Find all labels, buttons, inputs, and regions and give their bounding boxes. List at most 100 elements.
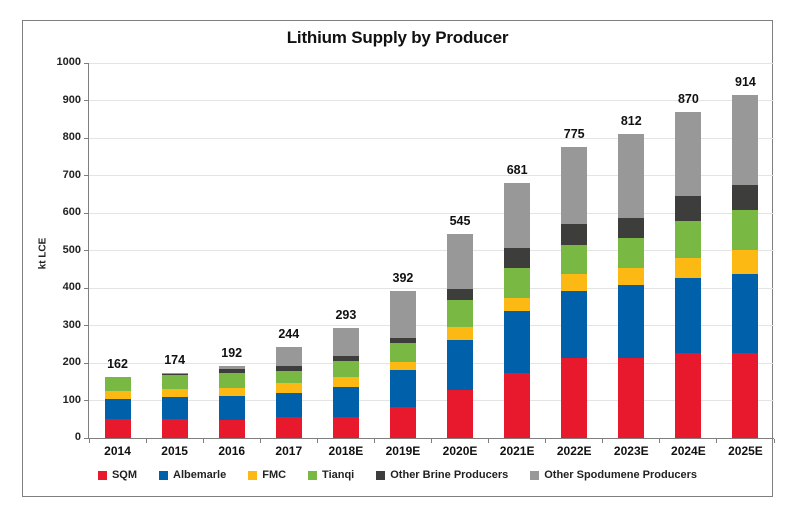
x-label-2024E: 2024E <box>671 444 706 458</box>
y-tick-label-0: 0 <box>74 431 81 443</box>
bar-segment-2024E-tianqi <box>675 221 702 258</box>
bar-segment-2018E-albemarle <box>332 386 359 417</box>
y-tick-label-300: 300 <box>62 318 81 331</box>
bar-segment-2023E-fmc <box>618 267 645 285</box>
x-tick-6 <box>431 439 432 443</box>
x-tick-10 <box>659 439 661 443</box>
bar-segment-2024E-albemarle <box>675 277 702 353</box>
plot-area <box>84 62 775 443</box>
y-tick-700 <box>84 175 88 176</box>
bar-segment-2023E-other-brine-producers <box>618 217 645 238</box>
legend-swatch-icon <box>376 470 386 480</box>
bar-segment-2020E-tianqi <box>447 299 474 328</box>
bar-segment-2020E-other-spodumene-producers <box>447 233 474 289</box>
legend-item-other-spodumene-producers: Other Spodumene Producers <box>530 469 697 481</box>
bar-segment-2017-other-spodumene-producers <box>275 346 302 366</box>
y-tick-900 <box>84 100 88 101</box>
bar-segment-2021E-other-brine-producers <box>504 247 531 268</box>
bar-segment-2016-fmc <box>218 388 245 396</box>
x-label-2021E: 2021E <box>499 444 535 458</box>
gridline-300 <box>89 325 774 326</box>
bar-segment-2023E-tianqi <box>618 237 645 268</box>
legend-swatch-icon <box>159 470 169 480</box>
bar-segment-2015-other-spodumene-producers <box>161 372 188 375</box>
y-tick-0 <box>84 437 88 439</box>
legend-swatch-icon <box>97 470 107 480</box>
bar-segment-2025E-sqm <box>732 352 759 438</box>
y-tick-400 <box>84 287 88 289</box>
bar-segment-2021E-other-spodumene-producers <box>504 182 531 248</box>
legend: SQM Albemarle FMC Tianqi Other Brine Produce… <box>23 469 772 481</box>
gridline-100 <box>89 400 774 401</box>
x-label-2019E: 2019E <box>385 444 421 458</box>
bar-segment-2014-sqm <box>104 419 131 438</box>
y-tick-label-200: 200 <box>62 356 81 368</box>
x-axis-line <box>88 438 774 439</box>
bar-segment-2019E-albemarle <box>389 370 416 408</box>
legend-item-tianqi: Tianqi <box>308 469 354 481</box>
bar-segment-2019E-tianqi <box>389 343 416 362</box>
bar-segment-2017-sqm <box>275 417 302 438</box>
legend-label: Other Brine Producers <box>390 469 509 481</box>
legend-label: Albemarle <box>173 469 227 481</box>
bar-segment-2018E-tianqi <box>332 361 359 378</box>
bar-segment-2018E-sqm <box>332 416 359 438</box>
bar-segment-2022E-tianqi <box>561 244 588 274</box>
legend-item-albemarle: Albemarle <box>159 469 226 481</box>
y-tick-100 <box>84 400 88 401</box>
y-tick-500 <box>84 250 88 251</box>
bar-segment-2022E-albemarle <box>561 290 588 359</box>
bar-segment-2020E-albemarle <box>447 339 474 390</box>
x-label-2022E: 2022E <box>556 444 592 458</box>
bar-segment-2025E-fmc <box>732 249 759 275</box>
bar-segment-2015-other-brine-producers <box>161 374 188 375</box>
bar-segment-2025E-other-brine-producers <box>732 184 759 210</box>
bar-segment-2021E-tianqi <box>504 267 531 298</box>
gridline-900 <box>89 100 774 101</box>
bar-segment-2022E-fmc <box>561 273 588 291</box>
y-tick-300 <box>84 325 88 326</box>
x-label-2015: 2015 <box>161 444 188 458</box>
bar-segment-2022E-other-spodumene-producers <box>561 147 588 224</box>
bar-segment-2015-sqm <box>161 418 188 438</box>
gridline-400 <box>89 287 774 289</box>
gridline-1000 <box>89 62 774 64</box>
bar-segment-2024E-other-brine-producers <box>675 196 702 222</box>
bar-segment-2023E-other-spodumene-producers <box>618 133 645 218</box>
bar-segment-2018E-fmc <box>332 377 359 387</box>
bar-segment-2021E-albemarle <box>504 311 531 374</box>
legend-label: Tianqi <box>322 469 355 481</box>
bar-segment-2015-albemarle <box>161 397 188 419</box>
x-tick-5 <box>373 439 375 443</box>
legend-swatch-icon <box>248 470 258 480</box>
bar-segment-2017-tianqi <box>275 370 302 384</box>
bar-segment-2014-albemarle <box>104 398 131 420</box>
x-tick-2 <box>202 439 204 443</box>
x-label-2020E: 2020E <box>442 444 478 458</box>
bar-segment-2024E-sqm <box>675 352 702 438</box>
bar-segment-2016-other-brine-producers <box>218 369 245 373</box>
bar-segment-2018E-other-brine-producers <box>332 356 359 362</box>
bar-segment-2017-albemarle <box>275 392 302 417</box>
bar-segment-2020E-sqm <box>447 389 474 438</box>
y-tick-800 <box>84 137 88 139</box>
bar-segment-2022E-other-brine-producers <box>561 223 588 245</box>
legend-item-sqm: SQM <box>97 469 137 481</box>
total-label-2023E: 812 <box>620 113 642 128</box>
bar-segment-2025E-albemarle <box>732 274 759 353</box>
x-tick-8 <box>545 439 547 443</box>
bar-segment-2023E-albemarle <box>618 284 645 359</box>
bar-segment-2016-sqm <box>218 419 245 438</box>
y-tick-label-800: 800 <box>62 131 81 143</box>
bar-segment-2019E-sqm <box>389 407 416 438</box>
x-tick-9 <box>602 439 604 443</box>
bar-segment-2015-tianqi <box>161 375 188 390</box>
bar-segment-2017-other-brine-producers <box>275 365 302 371</box>
chart-title: Lithium Supply by Producer <box>286 28 509 47</box>
gridline-800 <box>89 137 774 139</box>
x-tick-3 <box>259 439 261 443</box>
y-tick-label-1000: 1000 <box>56 56 81 68</box>
x-tick-12 <box>773 439 775 443</box>
x-tick-11 <box>716 439 718 443</box>
total-label-2025E: 914 <box>735 75 756 90</box>
